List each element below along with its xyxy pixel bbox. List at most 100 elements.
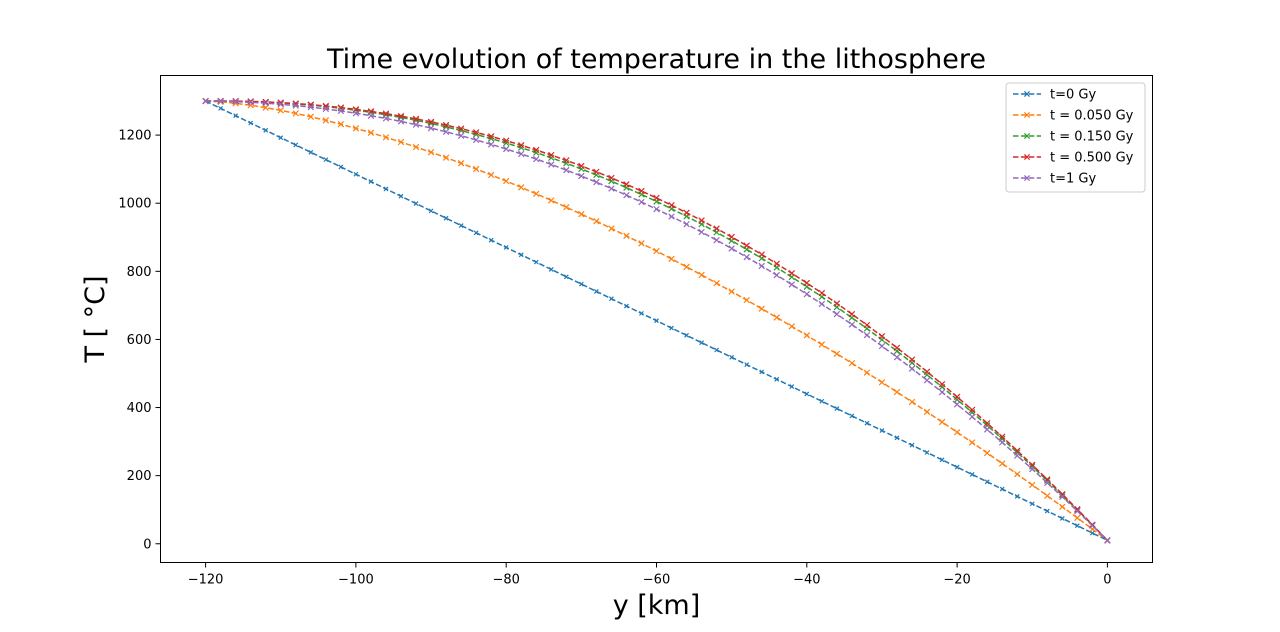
data-point (367, 112, 375, 119)
data-point (563, 157, 570, 164)
data-point (818, 289, 826, 297)
data-point (488, 237, 494, 243)
data-point (743, 253, 750, 261)
data-point (353, 171, 359, 177)
data-point (533, 146, 540, 154)
data-point (699, 340, 705, 346)
x-tick-label: −40 (793, 573, 820, 588)
data-point (773, 260, 780, 267)
legend[interactable]: t=0 Gy t = 0.050 Gy t = 0.150 Gy t = 0.500 … (1005, 82, 1146, 193)
series-2 (202, 97, 1111, 544)
data-point (893, 388, 901, 396)
data-point (893, 344, 901, 352)
data-point (232, 98, 239, 105)
legend-entry[interactable]: t=0 Gy (1013, 88, 1096, 103)
legend-entry[interactable]: t=1 Gy (1013, 172, 1096, 187)
data-point (578, 162, 585, 170)
data-point (472, 129, 480, 136)
data-point (653, 194, 660, 202)
data-point (578, 210, 585, 218)
data-point (548, 154, 555, 162)
data-point (593, 168, 600, 176)
legend-entry[interactable]: t = 0.150 Gy (1013, 130, 1134, 145)
data-point (789, 384, 795, 390)
data-point (412, 121, 420, 128)
data-point (413, 201, 419, 206)
data-point (803, 332, 811, 339)
data-point (487, 135, 495, 142)
legend-entry[interactable]: t = 0.050 Gy (1013, 109, 1134, 124)
data-point (412, 143, 420, 151)
x-tick-label: −60 (643, 573, 670, 588)
data-point (398, 193, 404, 199)
data-point (998, 460, 1006, 467)
data-point (487, 141, 495, 148)
y-tick-label: 0 (143, 537, 151, 552)
data-point (518, 252, 524, 258)
data-point (563, 160, 570, 167)
data-point (923, 368, 931, 375)
data-point (352, 109, 360, 117)
x-tick-label: −80 (492, 573, 519, 588)
data-point (548, 161, 555, 168)
data-point (983, 419, 991, 427)
data-point (953, 428, 961, 436)
data-point (277, 107, 284, 114)
data-point (442, 154, 450, 161)
legend-marker (1023, 153, 1031, 161)
data-point (758, 305, 765, 312)
data-point (669, 325, 674, 331)
data-point (683, 263, 690, 271)
data-point (428, 208, 434, 214)
data-point (713, 225, 720, 232)
data-point (923, 377, 931, 384)
data-point (923, 408, 931, 416)
data-point (909, 442, 915, 448)
data-point (803, 290, 811, 298)
data-point (938, 388, 946, 396)
data-point (1074, 523, 1080, 529)
data-point (322, 105, 330, 113)
data-point (382, 134, 390, 141)
data-point (1089, 530, 1095, 536)
y-tick-label: 1000 (118, 197, 151, 212)
data-point (893, 354, 901, 361)
data-point (653, 205, 660, 213)
data-point (608, 296, 614, 302)
y-tick-label: 400 (127, 401, 152, 416)
data-point (473, 230, 479, 236)
legend-marker (1023, 90, 1031, 98)
data-point (624, 303, 629, 309)
data-point (233, 113, 239, 119)
data-point (548, 151, 555, 159)
data-point (758, 251, 765, 258)
data-point (819, 398, 825, 404)
data-point (908, 365, 916, 372)
data-point (397, 118, 405, 125)
data-point (743, 242, 750, 249)
data-point (863, 369, 871, 376)
data-point (338, 164, 344, 170)
legend-entry[interactable]: t = 0.500 Gy (1013, 151, 1134, 166)
data-point (608, 174, 615, 182)
data-point (758, 262, 765, 270)
data-point (698, 217, 705, 224)
data-point (924, 450, 930, 455)
data-point (1014, 447, 1021, 454)
data-point (743, 296, 750, 304)
data-point (1014, 452, 1021, 459)
data-point (397, 138, 405, 146)
data-point (277, 101, 284, 108)
data-point (218, 105, 224, 111)
data-point (563, 203, 570, 211)
data-point (1044, 508, 1050, 514)
data-point (848, 359, 856, 367)
data-point (1014, 470, 1021, 478)
data-point (608, 185, 615, 192)
data-point (1074, 507, 1081, 515)
data-point (397, 112, 405, 120)
data-point (968, 406, 976, 414)
data-point (412, 115, 420, 123)
data-point (623, 191, 630, 199)
data-point (953, 396, 961, 403)
